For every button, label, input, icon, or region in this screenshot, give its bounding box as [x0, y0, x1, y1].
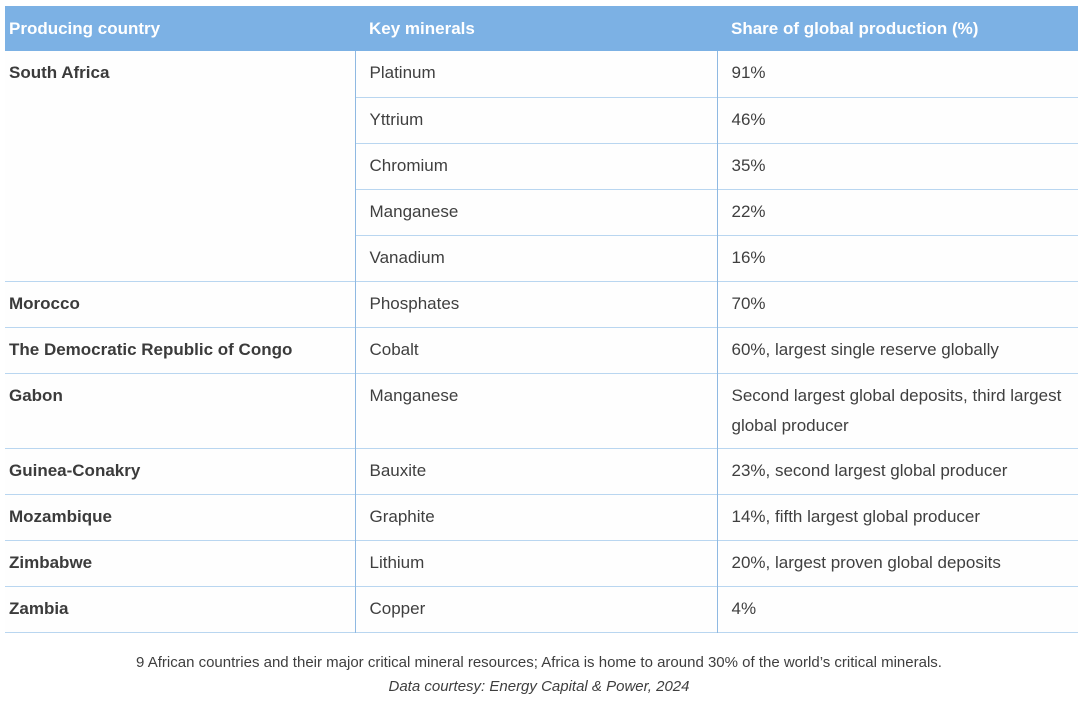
table-row: The Democratic Republic of Congo Cobalt 60… [5, 326, 1078, 373]
mineral-cell: Graphite [355, 493, 718, 540]
country-cell: The Democratic Republic of Congo [5, 326, 356, 373]
minerals-table: Producing country Key minerals Share of … [5, 6, 1078, 633]
share-cell: 23%, second largest global producer [717, 447, 1078, 494]
table-row: Vanadium 16% [5, 234, 1078, 281]
mineral-cell: Lithium [355, 539, 718, 586]
country-cell: Guinea-Conakry [5, 447, 356, 494]
share-cell: 35% [717, 142, 1078, 189]
header-row: Producing country Key minerals Share of … [5, 6, 1078, 51]
share-cell: 14%, fifth largest global producer [717, 493, 1078, 540]
country-cell: South Africa [5, 51, 356, 281]
mineral-cell: Copper [355, 585, 718, 632]
data-credit: Data courtesy: Energy Capital & Power, 2… [388, 677, 690, 695]
mineral-cell: Chromium [355, 142, 718, 189]
share-cell: 46% [717, 96, 1078, 143]
mineral-cell: Phosphates [355, 280, 718, 327]
table-header: Producing country Key minerals Share of … [5, 6, 1078, 51]
share-cell: 16% [717, 234, 1078, 281]
share-cell: Second largest global deposits, third la… [717, 372, 1078, 448]
critical-minerals-table-wrap: Producing country Key minerals Share of … [5, 6, 1078, 633]
table-row: Chromium 35% [5, 142, 1078, 189]
country-cell: Zimbabwe [5, 539, 356, 586]
country-cell: Mozambique [5, 493, 356, 540]
column-header-key-minerals: Key minerals [355, 6, 717, 51]
table-row: Gabon Manganese Second largest global depo… [5, 372, 1078, 448]
table-row: Guinea-Conakry Bauxite 23%, second largest… [5, 447, 1078, 494]
share-cell: 22% [717, 188, 1078, 235]
mineral-cell: Bauxite [355, 447, 718, 494]
table-row: Mozambique Graphite 14%, fifth largest glo… [5, 493, 1078, 540]
table-row: Zambia Copper 4% [5, 585, 1078, 632]
table-row: Yttrium 46% [5, 96, 1078, 143]
share-cell: 91% [731, 63, 766, 82]
mineral-cell: Platinum [355, 51, 718, 97]
table-row: South Africa Platinum 91% [5, 51, 1078, 281]
mineral-cell: Cobalt [355, 326, 718, 373]
caption-text: 9 African countries and their major crit… [136, 653, 942, 671]
share-cell: 4% [717, 585, 1078, 632]
mineral-cell: Yttrium [355, 96, 718, 143]
country-cell: Morocco [5, 280, 356, 327]
table-row: Zimbabwe Lithium 20%, largest proven globa… [5, 539, 1078, 586]
mineral-cell: Manganese [355, 188, 718, 235]
mineral-cell: Vanadium [355, 234, 718, 281]
share-cell: 60%, largest single reserve globally [717, 326, 1078, 373]
table-body: South Africa Platinum 91% Yttrium 46% Chromiu… [5, 51, 1078, 632]
country-cell: Gabon [5, 372, 356, 448]
country-cell: Zambia [5, 585, 356, 632]
table-row: Morocco Phosphates 70% [5, 280, 1078, 327]
figure-caption: 9 African countries and their major crit… [0, 654, 1078, 695]
share-cell: 20%, largest proven global deposits [717, 539, 1078, 586]
column-header-producing-country: Producing country [5, 6, 355, 51]
column-header-share: Share of global production (%) [717, 6, 1078, 51]
share-cell: 70% [717, 280, 1078, 327]
mineral-cell: Manganese [355, 372, 718, 448]
table-row: Manganese 22% [5, 188, 1078, 235]
